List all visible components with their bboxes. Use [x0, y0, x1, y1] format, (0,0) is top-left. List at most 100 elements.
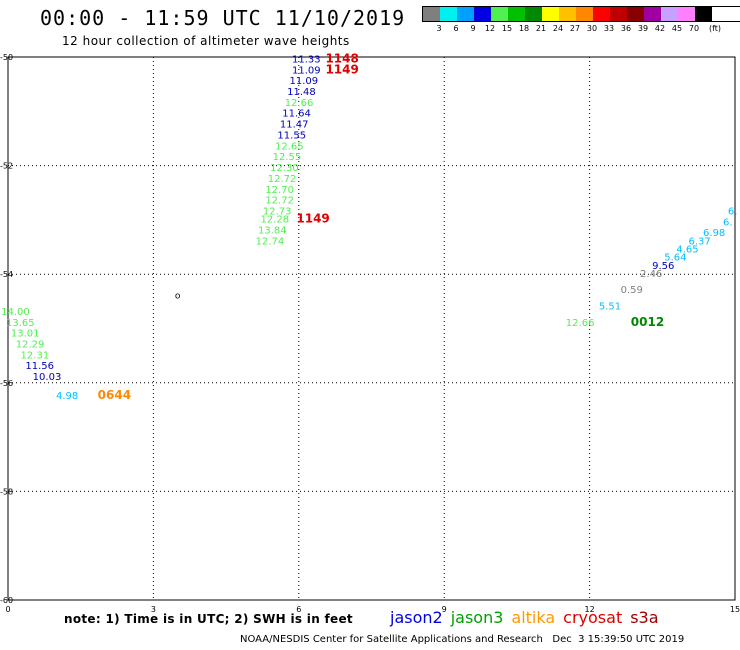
swh-value-label: 5.51: [599, 301, 621, 312]
swh-value-label: 11.55: [277, 130, 306, 141]
legend-tick-label: 27: [569, 24, 581, 33]
lat-tick-label: -52: [0, 162, 13, 171]
legend-swatch: [678, 7, 695, 21]
swh-value-label: 12.31: [21, 350, 50, 361]
legend-swatch: [627, 7, 644, 21]
footnote: note: 1) Time is in UTC; 2) SWH is in fe…: [64, 612, 353, 626]
legend-swatch: [593, 7, 610, 21]
map-subtitle: 12 hour collection of altimeter wave hei…: [62, 34, 350, 48]
legend-tick-label: 39: [637, 24, 649, 33]
swh-value-label: 11.47: [280, 120, 309, 131]
legend-swatch: [661, 7, 678, 21]
lon-tick-label: 6: [296, 605, 301, 614]
legend-tick-label: 36: [620, 24, 632, 33]
swh-value-label: 11.56: [25, 361, 54, 372]
legend-tick-label: 9: [470, 24, 476, 33]
legend-swatch: [423, 7, 440, 21]
swh-value-label: 12.66: [285, 98, 314, 109]
legend-tick-label: 42: [654, 24, 666, 33]
swh-value-label: 4.98: [56, 391, 78, 402]
satellite-name: cryosat: [563, 608, 623, 627]
swh-value-label: 12.65: [275, 141, 304, 152]
swh-value-label: 11.64: [282, 109, 311, 120]
legend-tick-label: 12: [484, 24, 496, 33]
swh-value-label: 12.72: [268, 174, 297, 185]
swh-value-label: 4.65: [676, 244, 698, 255]
swh-value-label: 14.00: [1, 307, 30, 318]
legend-swatch: [508, 7, 525, 21]
lon-tick-label: 3: [151, 605, 156, 614]
swh-value-label: 12.28: [260, 215, 289, 226]
legend-swatch: [474, 7, 491, 21]
legend-swatch: [610, 7, 627, 21]
legend-tick-label: 3: [436, 24, 442, 33]
lat-tick-label: -56: [0, 379, 13, 388]
lat-tick-label: -60: [0, 596, 13, 605]
credit-line: NOAA/NESDIS Center for Satellite Applica…: [240, 634, 685, 645]
swh-value-label: 12.55: [273, 152, 302, 163]
lon-tick-label: 15: [730, 605, 740, 614]
lat-tick-label: -54: [0, 270, 13, 279]
pass-time-label: 1148: [325, 51, 358, 65]
swh-value-label: 0.59: [621, 285, 643, 296]
satellite-name: altika: [511, 608, 556, 627]
legend-tick-label: 24: [552, 24, 564, 33]
swh-value-label: 5.64: [664, 253, 686, 264]
map-title: 00:00 - 11:59 UTC 11/10/2019: [40, 6, 406, 30]
map-frame: [7, 56, 736, 601]
legend-tick-label: 45: [671, 24, 683, 33]
swh-value-label: 6.37: [689, 236, 711, 247]
legend-tick-label: 30: [586, 24, 598, 33]
legend-swatch: [440, 7, 457, 21]
lon-tick-label: 9: [442, 605, 447, 614]
axis-labels: 0 3 6 9 12 15 -50 -52 -54 -56 -58 -60: [0, 53, 740, 614]
satellite-name: s3a: [630, 608, 659, 627]
legend-swatch: [542, 7, 559, 21]
legend-swatch: [491, 7, 508, 21]
lat-tick-label: -58: [0, 487, 13, 496]
graticule: [7, 56, 736, 601]
legend-swatch: [695, 7, 712, 21]
swh-value-label: 2.46: [640, 269, 662, 280]
pass-time-label: 0012: [631, 315, 664, 329]
swh-marks: o11.3311.0911.0911.4812.6611.6411.4711.5…: [1, 51, 737, 402]
swh-value-label: 13.84: [258, 225, 287, 236]
legend-swatch: [525, 7, 542, 21]
swh-value-label: 11.48: [287, 87, 316, 98]
legend-unit-label: (ft): [708, 24, 722, 33]
legend-swatches: [422, 6, 740, 22]
swh-value-label: 10.03: [33, 372, 62, 383]
pass-time-label: 1149: [296, 212, 329, 226]
swh-value-label: 12.72: [265, 196, 294, 207]
swh-value-label: 12.66: [566, 318, 595, 329]
satellite-name: jason2: [390, 608, 443, 627]
swh-value-label: 11.09: [290, 76, 319, 87]
satellite-name: jason3: [450, 608, 504, 627]
legend-swatch: [576, 7, 593, 21]
legend-swatch: [644, 7, 661, 21]
legend-swatch: [559, 7, 576, 21]
swh-value-label: 13.01: [11, 329, 40, 340]
swh-value-label: 6.: [723, 217, 733, 228]
swh-value-label: 12.70: [265, 185, 294, 196]
swh-value-label: 9.56: [652, 261, 674, 272]
legend-tick-label: 18: [518, 24, 530, 33]
swh-value-label: 6.98: [703, 228, 725, 239]
legend-tick-labels: 3 6 9 12 15 18 21 24 27 30 33 36 39 42 45 70 (ft): [422, 22, 740, 36]
swh-value-label: 12.74: [256, 236, 285, 247]
lon-tick-label: 0: [5, 605, 10, 614]
swh-value-label: 6.: [728, 206, 738, 217]
lat-tick-label: -50: [0, 53, 13, 62]
swh-value-label: 11.33: [292, 54, 321, 65]
pass-time-label: 1149: [325, 62, 358, 76]
swh-value-label: 12.73: [263, 206, 292, 217]
color-legend: 3 6 9 12 15 18 21 24 27 30 33 36 39 42 45 70 (ft): [422, 6, 740, 36]
swh-value-label: 13.65: [6, 318, 35, 329]
swh-value-label: 12.29: [16, 340, 45, 351]
lon-tick-label: 12: [585, 605, 595, 614]
satellite-legend: jason2 jason3 altika cryosat s3a: [390, 608, 667, 627]
legend-tick-label: 70: [688, 24, 700, 33]
legend-tick-label: 33: [603, 24, 615, 33]
pass-time-label: 0644: [98, 388, 131, 402]
